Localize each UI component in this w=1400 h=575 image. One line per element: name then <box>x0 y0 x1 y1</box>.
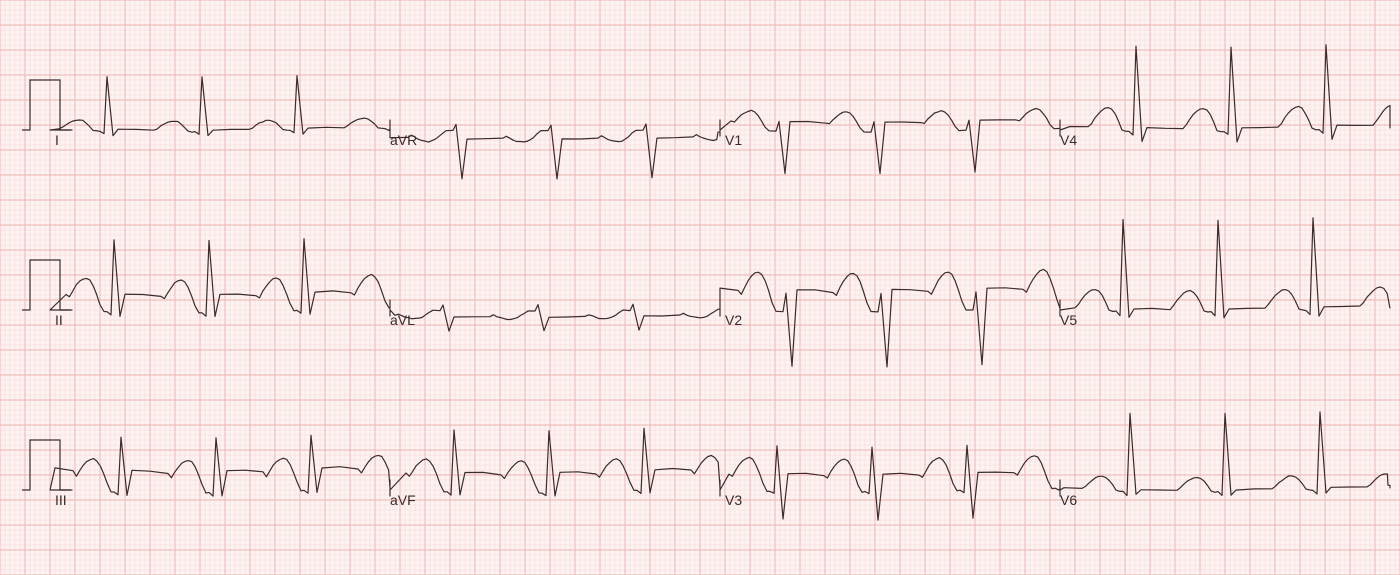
lead-label: I <box>55 132 59 148</box>
lead-label: aVR <box>390 132 417 148</box>
lead-label: aVL <box>390 312 415 328</box>
lead-label: V2 <box>725 312 742 328</box>
lead-label: II <box>55 312 63 328</box>
lead-label: III <box>55 492 67 508</box>
lead-label: aVF <box>390 492 416 508</box>
lead-label: V3 <box>725 492 742 508</box>
lead-label: V1 <box>725 132 742 148</box>
lead-label: V4 <box>1060 132 1077 148</box>
lead-label: V5 <box>1060 312 1077 328</box>
ecg-chart: IaVR V1 V4 II aVL V2 V5 III aVF V3 V6 <box>0 0 1400 575</box>
lead-label: V6 <box>1060 492 1077 508</box>
